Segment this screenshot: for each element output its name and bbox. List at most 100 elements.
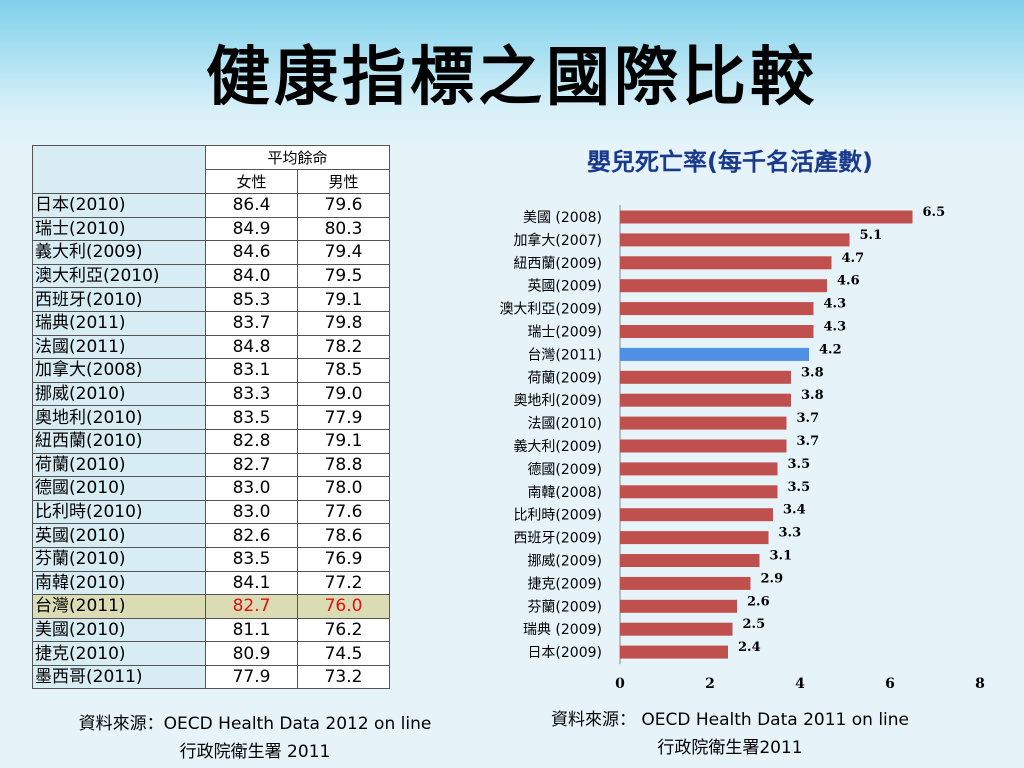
- data-label: 4.3: [824, 320, 847, 335]
- chart-source-note: 資料來源： OECD Health Data 2011 on line 行政院衛…: [510, 706, 950, 762]
- bar: [620, 325, 814, 338]
- table-subheader-row: 女性 男性: [33, 169, 390, 194]
- table-row: 奧地利(2010) 83.5 77.9: [32, 405, 390, 430]
- male-life-expectancy-cell: 78.5: [297, 358, 390, 383]
- chart-source-line-1: 資料來源： OECD Health Data 2011 on line: [550, 710, 910, 730]
- category-label: 義大利(2009): [513, 438, 602, 455]
- country-cell: 法國(2011): [32, 334, 206, 360]
- country-cell: 美國(2010): [32, 617, 206, 643]
- chart-title: 嬰兒死亡率(每千名活產數): [587, 148, 873, 176]
- table-row: 美國(2010) 81.1 76.2: [32, 617, 390, 643]
- female-life-expectancy-cell: 77.9: [205, 664, 298, 690]
- bar: [620, 462, 778, 476]
- female-life-expectancy-cell: 83.0: [205, 499, 298, 525]
- bar: [620, 439, 787, 453]
- category-label: 台灣(2011): [527, 347, 602, 363]
- bar: [620, 279, 827, 293]
- slide-title: 健康指標之國際比較: [206, 40, 818, 115]
- table-row: 芬蘭(2010) 83.5 76.9: [32, 546, 390, 572]
- data-label: 3.7: [797, 411, 820, 426]
- category-label: 加拿大(2007): [513, 232, 602, 249]
- male-life-expectancy-cell: 76.9: [297, 546, 390, 572]
- table-row: 挪威(2010) 83.3 79.0: [32, 381, 390, 407]
- data-label: 2.9: [761, 571, 784, 586]
- bar: [620, 233, 850, 247]
- bar: [620, 370, 791, 384]
- male-life-expectancy-cell: 79.4: [297, 240, 390, 265]
- category-label: 瑞典 (2009): [523, 622, 602, 638]
- male-life-expectancy-cell: 80.3: [297, 216, 390, 242]
- table-row: 瑞士(2010) 84.9 80.3: [32, 216, 390, 242]
- male-life-expectancy-cell: 78.0: [297, 476, 390, 501]
- female-life-expectancy-cell: 82.7: [205, 594, 298, 619]
- chart-source-line-2: 行政院衛生署2011: [657, 738, 803, 758]
- female-life-expectancy-cell: 82.7: [205, 452, 298, 478]
- category-label: 西班牙(2009): [513, 531, 602, 547]
- data-label: 4.6: [837, 274, 860, 289]
- country-cell: 比利時(2010): [32, 499, 206, 525]
- female-life-expectancy-cell: 84.8: [205, 334, 298, 360]
- bar: [620, 393, 791, 407]
- bar: [620, 622, 733, 636]
- category-label: 荷蘭(2009): [527, 370, 602, 386]
- table-row: 澳大利亞(2010) 84.0 79.5: [32, 263, 390, 289]
- male-life-expectancy-cell: 77.2: [297, 570, 390, 596]
- bar: [620, 554, 760, 567]
- female-life-expectancy-cell: 84.9: [205, 216, 298, 242]
- table-row: 德國(2010) 83.0 78.0: [32, 476, 390, 501]
- x-tick-label: 2: [705, 676, 715, 692]
- male-life-expectancy-cell: 79.0: [297, 381, 390, 407]
- table-header-row: 平均餘命: [32, 145, 390, 194]
- female-life-expectancy-cell: 82.6: [205, 523, 298, 548]
- data-label: 2.4: [738, 640, 761, 655]
- male-life-expectancy-cell: 76.2: [297, 617, 390, 643]
- male-life-expectancy-cell: 73.2: [297, 664, 390, 690]
- data-label: 6.5: [923, 205, 946, 220]
- male-life-expectancy-cell: 79.1: [297, 428, 390, 454]
- country-cell: 瑞典(2011): [32, 310, 206, 336]
- country-cell: 芬蘭(2010): [32, 546, 206, 572]
- category-label: 比利時(2009): [513, 508, 602, 524]
- country-cell: 日本(2010): [32, 193, 206, 218]
- male-life-expectancy-cell: 79.6: [297, 193, 390, 218]
- bar: [620, 531, 769, 545]
- bar: [620, 302, 814, 316]
- category-label: 南韓(2008): [527, 485, 602, 501]
- table-source-note: 資料來源：OECD Health Data 2012 on line 行政院衛生…: [40, 710, 470, 766]
- x-tick-label: 8: [975, 676, 985, 692]
- female-life-expectancy-cell: 83.0: [205, 476, 298, 501]
- data-label: 3.4: [783, 503, 806, 518]
- female-life-expectancy-cell: 80.9: [205, 641, 298, 666]
- table-row: 加拿大(2008) 83.1 78.5: [32, 358, 390, 383]
- country-cell: 紐西蘭(2010): [32, 428, 206, 454]
- female-life-expectancy-cell: 84.6: [205, 240, 298, 265]
- table-row: 台灣(2011) 82.7 76.0: [32, 594, 390, 619]
- category-label: 德國(2009): [527, 462, 602, 478]
- data-label: 3.5: [788, 480, 811, 495]
- country-cell: 墨西哥(2011): [32, 664, 206, 690]
- data-label: 4.2: [819, 342, 842, 357]
- category-label: 澳大利亞(2009): [499, 302, 602, 318]
- female-life-expectancy-cell: 81.1: [205, 617, 298, 643]
- x-tick-label: 6: [885, 676, 895, 692]
- country-cell: 瑞士(2010): [32, 216, 206, 242]
- female-life-expectancy-cell: 83.1: [205, 358, 298, 383]
- male-life-expectancy-cell: 76.0: [297, 594, 390, 619]
- x-tick-label: 4: [795, 676, 805, 692]
- female-life-expectancy-cell: 83.3: [205, 381, 298, 407]
- data-label: 5.1: [860, 228, 883, 243]
- table-row: 西班牙(2010) 85.3 79.1: [32, 287, 390, 312]
- table-row: 荷蘭(2010) 82.7 78.8: [32, 452, 390, 478]
- male-life-expectancy-cell: 78.2: [297, 334, 390, 360]
- data-label: 4.3: [824, 297, 847, 312]
- table-row: 南韓(2010) 84.1 77.2: [32, 570, 390, 596]
- bar: [620, 485, 778, 499]
- x-tick-label: 0: [615, 676, 625, 692]
- male-life-expectancy-cell: 78.6: [297, 523, 390, 548]
- country-cell: 德國(2010): [32, 476, 206, 501]
- female-life-expectancy-cell: 82.8: [205, 428, 298, 454]
- country-cell: 義大利(2009): [32, 240, 206, 265]
- table-row: 比利時(2010) 83.0 77.6: [32, 499, 390, 525]
- category-label: 法國(2010): [527, 416, 602, 432]
- male-life-expectancy-cell: 77.6: [297, 499, 390, 525]
